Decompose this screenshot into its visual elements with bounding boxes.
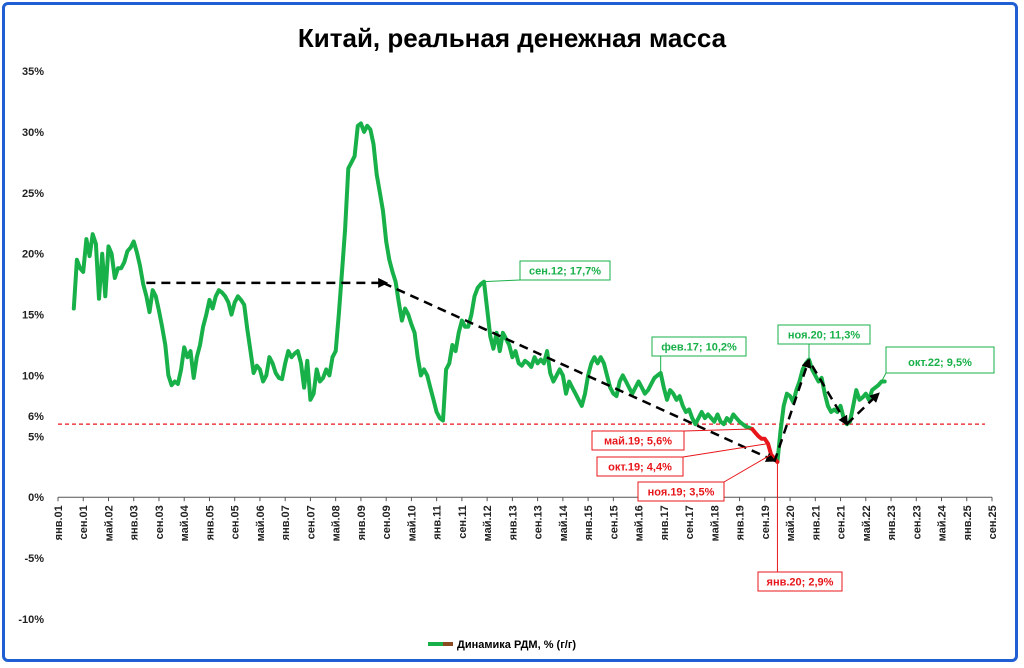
- annotation-label: янв.20; 2,9%: [767, 576, 834, 588]
- annotations: сен.12; 17,7% фев.17; 10,2% ноя.20; 11,3% о…: [483, 260, 995, 592]
- annotation-label: ноя.20; 11,3%: [788, 329, 860, 341]
- series-line: [71, 121, 755, 431]
- x-tick-label: сен.25: [987, 505, 999, 539]
- trend-arrow: [845, 392, 880, 426]
- x-tick-label: май.24: [937, 504, 949, 541]
- x-tick-label: янв.23: [886, 505, 898, 540]
- x-tick-label: янв.15: [583, 505, 595, 540]
- x-tick-label: сен.17: [684, 505, 696, 539]
- x-tick-label: янв.13: [507, 505, 519, 540]
- annotation-label: фев.17; 10,2%: [661, 341, 737, 353]
- annotation-label: окт.19; 4,4%: [608, 461, 672, 473]
- trend-arrow: [773, 357, 812, 463]
- x-tick-label: май.12: [482, 505, 494, 541]
- x-tick-label: янв.25: [962, 505, 974, 540]
- x-tick-label: сен.03: [154, 505, 166, 539]
- reference-line-group: 6%: [28, 411, 985, 425]
- annotation-leader: [483, 279, 521, 283]
- x-tick-label: сен.21: [836, 505, 848, 539]
- x-tick-label: янв.07: [280, 505, 292, 540]
- trend-arrow: [382, 281, 777, 462]
- x-tick-label: май.04: [179, 504, 191, 541]
- x-tick-label: сен.23: [911, 505, 923, 539]
- x-tick-label: май.14: [558, 504, 570, 541]
- x-tick-label: май.22: [861, 505, 873, 541]
- legend: Динамика РДМ, % (г/г): [428, 639, 576, 651]
- annotation-label: сен.12; 17,7%: [529, 265, 601, 277]
- x-tick-label: янв.21: [810, 505, 822, 540]
- x-tick-label: май.02: [103, 505, 115, 541]
- annotation-box: [519, 260, 611, 281]
- y-tick-label: -5%: [24, 553, 44, 565]
- trend-arrows: [146, 277, 880, 463]
- x-tick-label: май.16: [634, 505, 646, 541]
- x-tick-label: сен.15: [608, 505, 620, 539]
- y-tick-label: 10%: [22, 370, 44, 382]
- x-tick-label: сен.07: [305, 505, 317, 539]
- x-tick-label: май.06: [255, 505, 267, 541]
- x-tick-label: май.18: [709, 505, 721, 541]
- y-tick-label: 0%: [28, 492, 44, 504]
- y-tick-label: -10%: [18, 614, 44, 626]
- x-tick-label: янв.03: [129, 505, 141, 540]
- x-tick-label: янв.05: [204, 505, 216, 540]
- x-tick-label: сен.05: [230, 505, 242, 539]
- reference-line-label: 6%: [28, 411, 44, 423]
- x-tick-label: сен.09: [381, 505, 393, 539]
- annotation-leader: [682, 443, 769, 458]
- annotation-box: [596, 456, 684, 477]
- annotation-leader: [723, 454, 772, 483]
- annotation-label: ноя.19; 3,5%: [648, 486, 715, 498]
- x-axis: янв.01 сен.01 май.02 янв.03 сен.03 май.04 янв.…: [53, 496, 999, 541]
- x-tick-label: янв.09: [356, 505, 368, 540]
- x-tick-label: сен.13: [533, 505, 545, 539]
- chart-title: Китай, реальная денежная масса: [298, 23, 727, 53]
- x-tick-label: май.20: [785, 505, 797, 541]
- annotation-box: [777, 324, 871, 345]
- series-group: [71, 121, 887, 464]
- series-line: [775, 357, 887, 464]
- annotation-box: [757, 571, 843, 592]
- x-tick-label: янв.01: [53, 505, 65, 540]
- x-tick-label: янв.11: [432, 505, 444, 540]
- y-tick-label: 25%: [22, 188, 44, 200]
- annotation-box: [637, 481, 725, 502]
- annotation-box: [591, 430, 685, 451]
- x-tick-label: янв.17: [659, 505, 671, 540]
- y-tick-label: 35%: [22, 66, 44, 78]
- legend-label: Динамика РДМ, % (г/г): [457, 639, 576, 651]
- annotation-label: окт.22; 9,5%: [908, 357, 972, 369]
- annotation-box: [651, 336, 747, 357]
- y-axis: 35% 30% 25% 20% 15% 10% 5% 0% -5% -10%: [18, 66, 44, 626]
- y-tick-label: 30%: [22, 127, 44, 139]
- x-tick-label: май.10: [406, 505, 418, 541]
- trend-arrow: [811, 365, 848, 426]
- x-tick-label: сен.11: [457, 505, 469, 539]
- x-tick-label: сен.01: [78, 505, 90, 539]
- y-tick-label: 5%: [28, 431, 44, 443]
- annotation-label: май.19; 5,6%: [604, 435, 672, 447]
- annotation-box: [885, 346, 995, 374]
- annotation-leader: [881, 372, 887, 382]
- y-tick-label: 15%: [22, 310, 44, 322]
- y-tick-label: 20%: [22, 249, 44, 261]
- x-tick-label: янв.19: [735, 505, 747, 540]
- x-tick-label: сен.19: [760, 505, 772, 539]
- annotation-leader: [683, 428, 753, 432]
- x-tick-label: май.08: [331, 505, 343, 541]
